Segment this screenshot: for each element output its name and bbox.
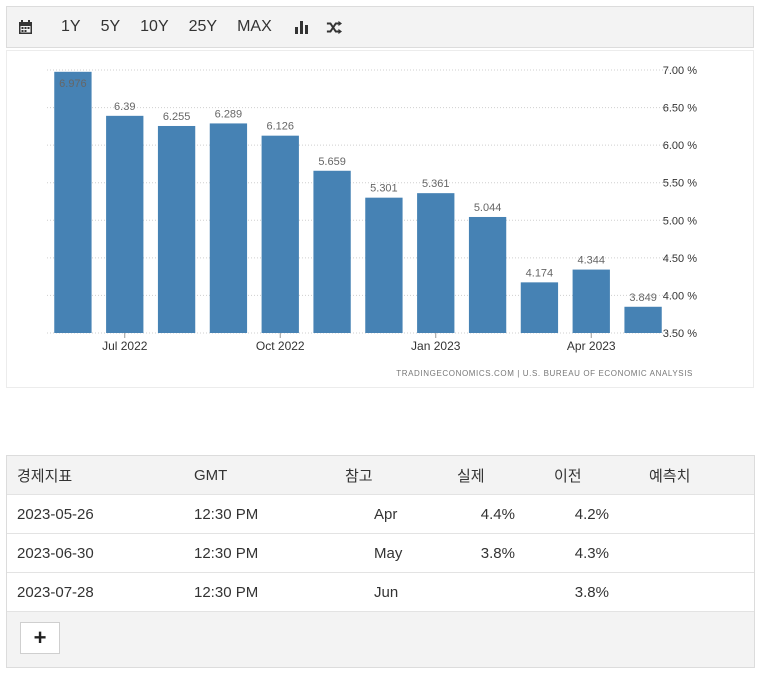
- range-5y-button[interactable]: 5Y: [100, 18, 121, 35]
- bar-value-label: 4.344: [577, 255, 605, 267]
- header-reference: 참고: [345, 467, 373, 485]
- table-header-row: 경제지표 GMT 참고 실제 이전 예측치: [7, 456, 754, 495]
- bar[interactable]: [106, 115, 144, 333]
- row-reference: May: [374, 544, 403, 562]
- chart-x-axis: Jul 2022 Oct 2022 Jan 2023 Apr 2023: [102, 333, 616, 353]
- chart-y-axis: 7.00 % 6.50 % 6.00 % 5.50 % 5.00 % 4.50 % 4.00…: [663, 65, 697, 340]
- chart-source[interactable]: TRADINGECONOMICS.COM | U.S. BUREAU OF EC…: [396, 369, 693, 378]
- x-tick-label: Apr 2023: [567, 339, 616, 353]
- table-row: 2023-07-28 12:30 PM Jun 3.8%: [7, 573, 754, 612]
- chart-value-labels: 6.976 6.39 6.255 6.289 6.126 5.659 5.301 5.361 5…: [59, 78, 657, 304]
- range-10y-button[interactable]: 10Y: [140, 18, 169, 35]
- bar-value-label: 6.39: [114, 101, 135, 113]
- x-tick-label: Jul 2022: [102, 339, 148, 353]
- y-tick-label: 6.50 %: [663, 103, 697, 115]
- row-actual: [407, 573, 515, 611]
- chart-grid: [47, 69, 672, 334]
- header-previous: 이전: [554, 467, 582, 485]
- calendar-table: 경제지표 GMT 참고 실제 이전 예측치 2023-05-26 12:30 P…: [6, 455, 755, 668]
- row-gmt: 12:30 PM: [194, 505, 259, 523]
- bar-value-label: 4.174: [526, 267, 554, 279]
- bar-value-label: 5.659: [318, 156, 346, 168]
- bar-value-label: 6.126: [266, 121, 294, 133]
- header-forecast: 예측치: [649, 467, 691, 485]
- range-max-button[interactable]: MAX: [237, 18, 272, 35]
- range-1y-button[interactable]: 1Y: [61, 18, 81, 35]
- bar-value-label: 5.361: [422, 178, 450, 190]
- bar[interactable]: [624, 306, 662, 333]
- row-reference: Jun: [374, 583, 399, 601]
- row-actual: 3.8%: [480, 544, 515, 562]
- row-previous: 4.3%: [574, 544, 609, 562]
- chart-panel: 6.976 6.39 6.255 6.289 6.126 5.659 5.301 5.361 5…: [6, 50, 754, 388]
- header-indicator: 경제지표: [17, 467, 73, 485]
- header-gmt: GMT: [194, 466, 228, 484]
- row-previous: 4.2%: [574, 505, 609, 523]
- bar[interactable]: [365, 197, 403, 333]
- y-tick-label: 5.50 %: [663, 178, 697, 190]
- shuffle-icon[interactable]: [326, 19, 342, 35]
- bar-value-label: 5.044: [474, 202, 502, 214]
- bar-chart-icon[interactable]: [294, 19, 310, 35]
- bar[interactable]: [572, 269, 610, 333]
- row-previous: 3.8%: [574, 583, 609, 601]
- bar[interactable]: [468, 216, 507, 333]
- table-row: 2023-05-26 12:30 PM Apr 4.4% 4.2%: [7, 495, 754, 534]
- row-reference: Apr: [374, 505, 398, 523]
- bar-value-label: 3.849: [629, 292, 657, 304]
- header-actual: 실제: [457, 467, 485, 485]
- add-button[interactable]: +: [20, 622, 60, 654]
- bar-chart: 6.976 6.39 6.255 6.289 6.126 5.659 5.301 5.361 5…: [47, 65, 697, 353]
- bar-value-label: 6.976: [59, 78, 87, 90]
- y-tick-label: 4.50 %: [663, 253, 697, 265]
- y-tick-label: 6.00 %: [663, 140, 697, 152]
- bar-value-label: 5.301: [370, 183, 398, 195]
- range-25y-button[interactable]: 25Y: [188, 18, 218, 35]
- chart-toolbar: 1Y 5Y 10Y 25Y MAX: [6, 6, 754, 48]
- row-date: 2023-06-30: [17, 544, 94, 562]
- calendar-icon[interactable]: [17, 19, 33, 35]
- y-tick-label: 7.00 %: [663, 65, 697, 77]
- bar-value-label: 6.255: [163, 111, 191, 123]
- y-tick-label: 5.00 %: [663, 215, 697, 227]
- chart-bars: [54, 71, 662, 333]
- row-date: 2023-05-26: [17, 505, 94, 523]
- bar[interactable]: [417, 193, 455, 333]
- row-date: 2023-07-28: [17, 583, 94, 601]
- row-actual: 4.4%: [480, 505, 515, 523]
- y-tick-label: 4.00 %: [663, 290, 697, 302]
- x-tick-label: Oct 2022: [256, 339, 305, 353]
- x-tick-label: Jan 2023: [411, 339, 461, 353]
- bar[interactable]: [313, 170, 351, 333]
- y-tick-label: 3.50 %: [663, 328, 697, 340]
- row-gmt: 12:30 PM: [194, 583, 259, 601]
- bar[interactable]: [54, 71, 92, 333]
- bar[interactable]: [157, 125, 196, 333]
- row-gmt: 12:30 PM: [194, 544, 259, 562]
- bar[interactable]: [261, 135, 299, 333]
- bar[interactable]: [209, 123, 248, 333]
- bar-value-label: 6.289: [215, 108, 243, 120]
- table-footer: +: [7, 612, 754, 667]
- table-row: 2023-06-30 12:30 PM May 3.8% 4.3%: [7, 534, 754, 573]
- bar[interactable]: [520, 282, 559, 333]
